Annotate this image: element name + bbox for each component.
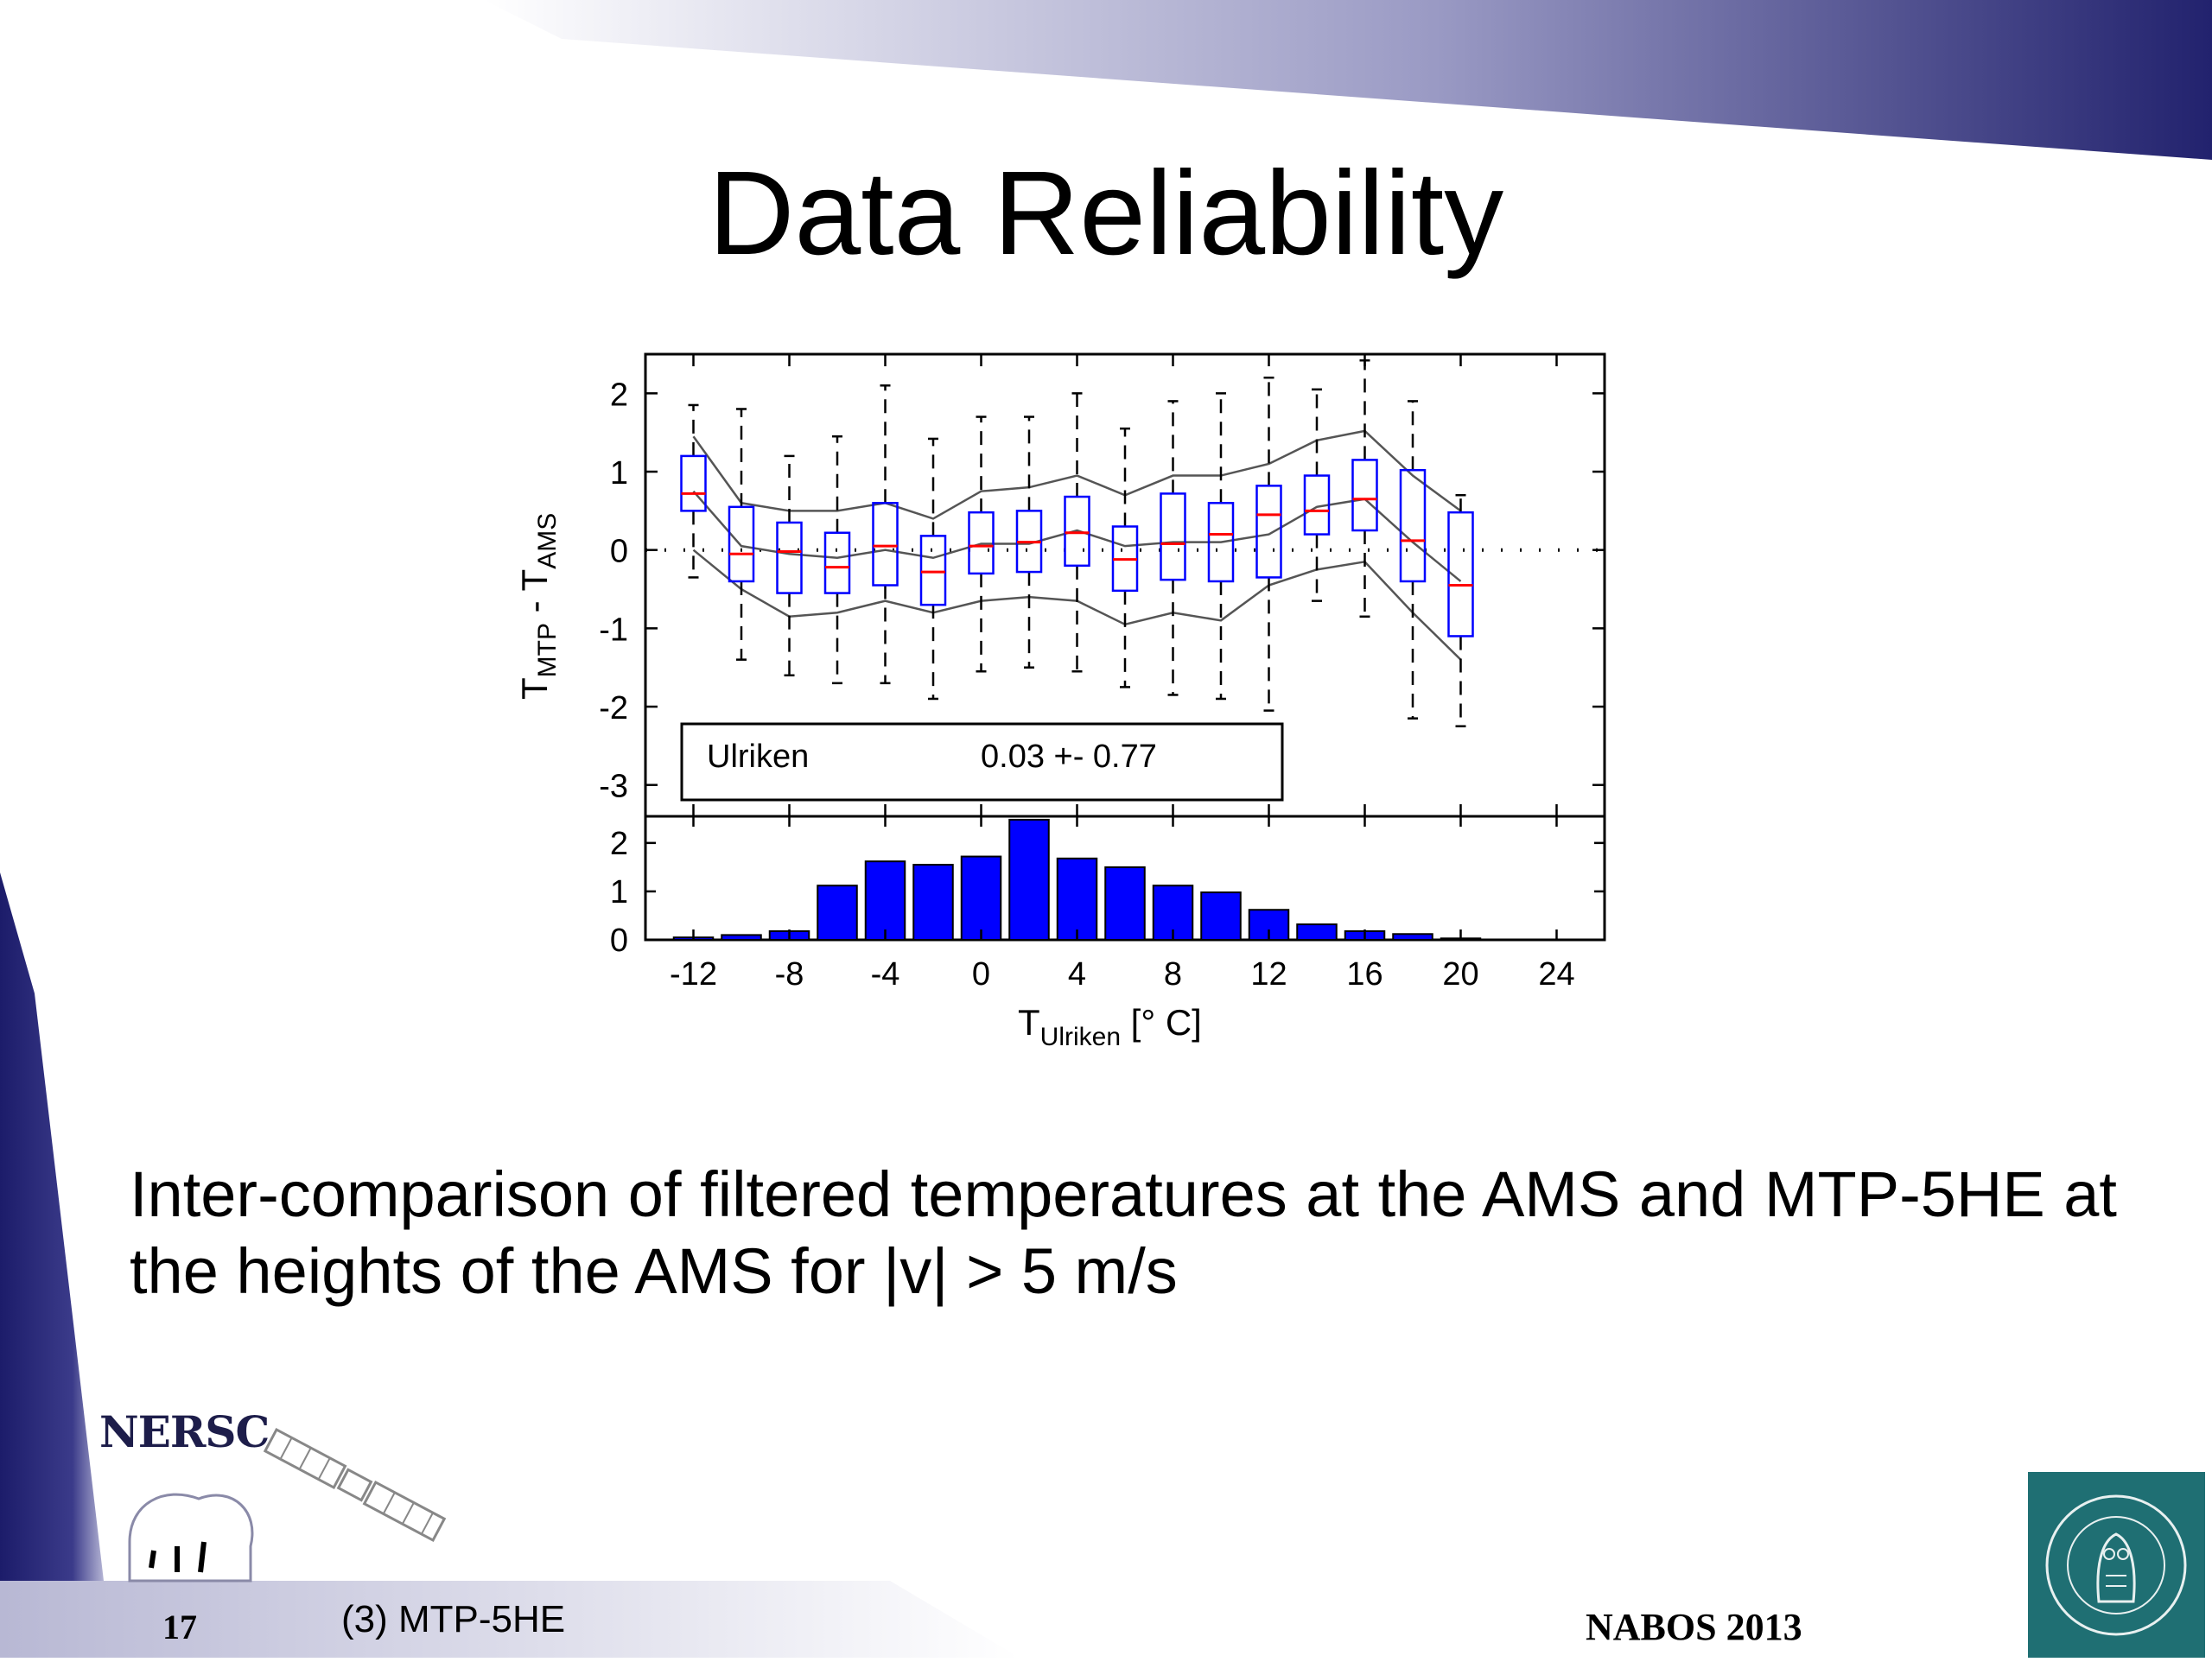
legend-label: Ulriken (707, 739, 809, 775)
x-tick-label: 8 (1164, 956, 1182, 993)
box-16 (1351, 359, 1378, 618)
box-18 (1399, 400, 1427, 720)
box-iqr (1399, 468, 1427, 583)
histogram-bar (960, 855, 1002, 942)
x-tick-label: 16 (1346, 956, 1382, 993)
box--8 (776, 454, 803, 677)
box-iqr (1351, 459, 1378, 532)
boxplot-x-tick-marks (692, 354, 1558, 816)
histogram-bar (1200, 891, 1242, 941)
university-seal-logo (2028, 1472, 2205, 1658)
box-iqr (1064, 495, 1090, 568)
histogram-bar (1248, 909, 1290, 941)
x-tick-label: -12 (670, 956, 717, 993)
x-tick-label: 4 (1068, 956, 1086, 993)
box-iqr (1255, 485, 1282, 579)
box--12 (680, 403, 707, 579)
x-tick-label: -4 (871, 956, 900, 993)
box-iqr (680, 454, 707, 512)
histogram-bar (1056, 857, 1098, 941)
top-banner (484, 0, 2212, 160)
event-label: NABOS 2013 (1586, 1606, 1802, 1648)
x-tick-label: 24 (1538, 956, 1574, 993)
boxplot-panel: 2 1 0 -1 -2 -3 Ulriken 0.03 +- 0.77 TMTP - TA… (514, 352, 1606, 818)
y-tick-label: 1 (610, 874, 628, 910)
histogram-bar (912, 864, 954, 941)
box-0 (968, 416, 995, 673)
box-6 (1111, 427, 1139, 688)
box-12 (1255, 376, 1282, 712)
x-tick-label: 12 (1250, 956, 1287, 993)
box--10 (728, 408, 755, 661)
x-tick-label: 20 (1442, 956, 1478, 993)
page-number: 17 (162, 1608, 197, 1646)
box--4 (872, 384, 899, 685)
box-iqr (968, 511, 995, 575)
histogram-bar (1392, 933, 1433, 942)
box-iqr (1207, 502, 1235, 583)
box-iqr (776, 521, 803, 594)
histogram-bar (1296, 923, 1338, 942)
box-10 (1207, 392, 1235, 701)
box--6 (823, 435, 851, 685)
histogram-bar (817, 885, 858, 941)
y-tick-label: -2 (599, 690, 628, 726)
box-2 (1015, 416, 1043, 669)
x-axis-label: TUlriken [° C] (1018, 1002, 1202, 1051)
histogram-bar (721, 934, 762, 942)
boxplot-y-ticks: 2 1 0 -1 -2 -3 (599, 377, 1605, 805)
slide-caption: Inter-comparison of filtered temperature… (130, 1158, 2117, 1307)
nersc-logo (128, 1427, 447, 1583)
histogram-bar (1008, 818, 1050, 941)
box-iqr (728, 505, 755, 583)
box-iqr (1447, 511, 1474, 638)
histogram-x-ticks: -12 -8 -4 0 4 8 12 16 20 24 (670, 816, 1575, 993)
box-iqr (919, 535, 947, 606)
histogram-bar (864, 860, 906, 942)
histogram-panel: 2 1 0 -12 -8 -4 0 4 8 12 16 20 24 TUlriken [° C] (610, 815, 1606, 1051)
box-4 (1064, 392, 1090, 673)
envelope-upper-line (692, 429, 1462, 520)
box-iqr (872, 502, 899, 587)
histogram-y-ticks: 2 1 0 (610, 826, 1605, 959)
histogram-bar (1104, 866, 1146, 941)
box-8 (1160, 400, 1186, 696)
legend-box (680, 722, 1284, 802)
slide-title: Data Reliability (708, 147, 1504, 280)
box-iqr (823, 531, 851, 594)
box-iqr (1160, 492, 1186, 581)
box--2 (919, 437, 947, 701)
bottom-banner (0, 1581, 1020, 1658)
x-tick-label: 0 (972, 956, 990, 993)
y-tick-label: 0 (610, 534, 628, 570)
y-tick-label: 2 (610, 826, 628, 862)
y-tick-label: 1 (610, 455, 628, 492)
y-tick-label: -3 (599, 769, 628, 805)
box-iqr (1303, 474, 1331, 536)
section-label: (3) MTP-5HE (341, 1598, 566, 1640)
legend-stat: 0.03 +- 0.77 (981, 739, 1157, 775)
boxes-group (680, 359, 1474, 727)
nersc-logo-text: NERSC (99, 1406, 270, 1457)
x-tick-label: -8 (775, 956, 804, 993)
y-tick-label: -1 (599, 612, 628, 648)
y-tick-label: 2 (610, 377, 628, 413)
envelope-mean-line (692, 490, 1462, 582)
y-tick-label: 0 (610, 923, 628, 959)
box-14 (1303, 388, 1331, 602)
left-banner (0, 872, 104, 1658)
y-axis-label: TMTP - TAMS (514, 513, 562, 700)
box-20 (1447, 493, 1474, 727)
